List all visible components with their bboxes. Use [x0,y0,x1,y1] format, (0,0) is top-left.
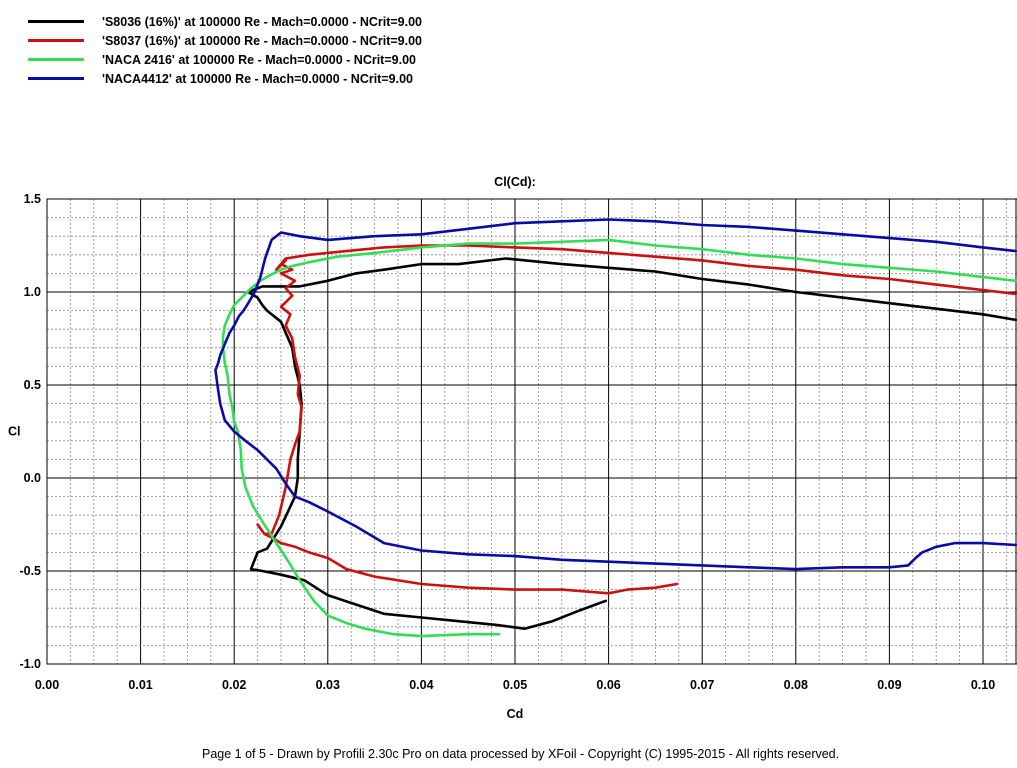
legend-entry-s8036: 'S8036 (16%)' at 100000 Re - Mach=0.0000… [28,12,422,31]
x-tick-label: 0.07 [690,678,714,692]
legend-swatch-naca4412 [28,77,84,80]
y-tick-label: -0.5 [19,564,41,578]
legend-entry-naca2416: 'NACA 2416' at 100000 Re - Mach=0.0000 -… [28,50,422,69]
x-tick-label: 0.01 [128,678,152,692]
x-tick-label: 0.03 [316,678,340,692]
plot-area [46,198,1017,665]
x-tick-label: 0.04 [409,678,433,692]
series-line-s8036 [246,257,1017,631]
x-tick-label: 0.02 [222,678,246,692]
chart-title: Cl(Cd): [494,175,536,189]
legend-label-s8036: 'S8036 (16%)' at 100000 Re - Mach=0.0000… [102,14,423,29]
y-axis-label: Cl [8,425,21,439]
footer-text: Page 1 of 5 - Drawn by Profili 2.30c Pro… [202,747,840,761]
axis-ticks: 0.00 0.01 0.02 0.03 0.04 0.05 0.06 0.07 0.08 0.09… [8,192,995,692]
series-line-naca4412 [214,218,1017,571]
x-tick-label: 0.05 [503,678,527,692]
series-line-naca2416 [221,238,1017,638]
legend-entry-naca4412: 'NACA4412' at 100000 Re - Mach=0.0000 - … [28,69,422,88]
x-tick-label: 0.06 [596,678,620,692]
x-tick-label: 0.10 [971,678,995,692]
legend-swatch-s8037 [28,39,84,42]
x-tick-label: 0.00 [35,678,59,692]
legend-swatch-s8036 [28,20,84,23]
x-tick-label: 0.09 [877,678,901,692]
legend-label-s8037: 'S8037 (16%)' at 100000 Re - Mach=0.0000… [102,33,423,48]
x-axis-label: Cd [507,707,524,721]
series-line-s8037 [256,244,1017,595]
y-tick-label: -1.0 [19,657,41,671]
y-tick-label: 0.0 [24,471,41,485]
legend-entry-s8037: 'S8037 (16%)' at 100000 Re - Mach=0.0000… [28,31,422,50]
x-tick-label: 0.08 [784,678,808,692]
legend-label-naca2416: 'NACA 2416' at 100000 Re - Mach=0.0000 -… [102,52,416,67]
y-tick-label: 1.5 [24,192,41,206]
chart-grid [46,198,1017,665]
chart-series [214,218,1017,638]
y-tick-label: 0.5 [24,378,41,392]
y-tick-label: 1.0 [24,285,41,299]
legend: 'S8036 (16%)' at 100000 Re - Mach=0.0000… [28,12,422,88]
legend-swatch-naca2416 [28,58,84,61]
legend-label-naca4412: 'NACA4412' at 100000 Re - Mach=0.0000 - … [102,71,413,86]
